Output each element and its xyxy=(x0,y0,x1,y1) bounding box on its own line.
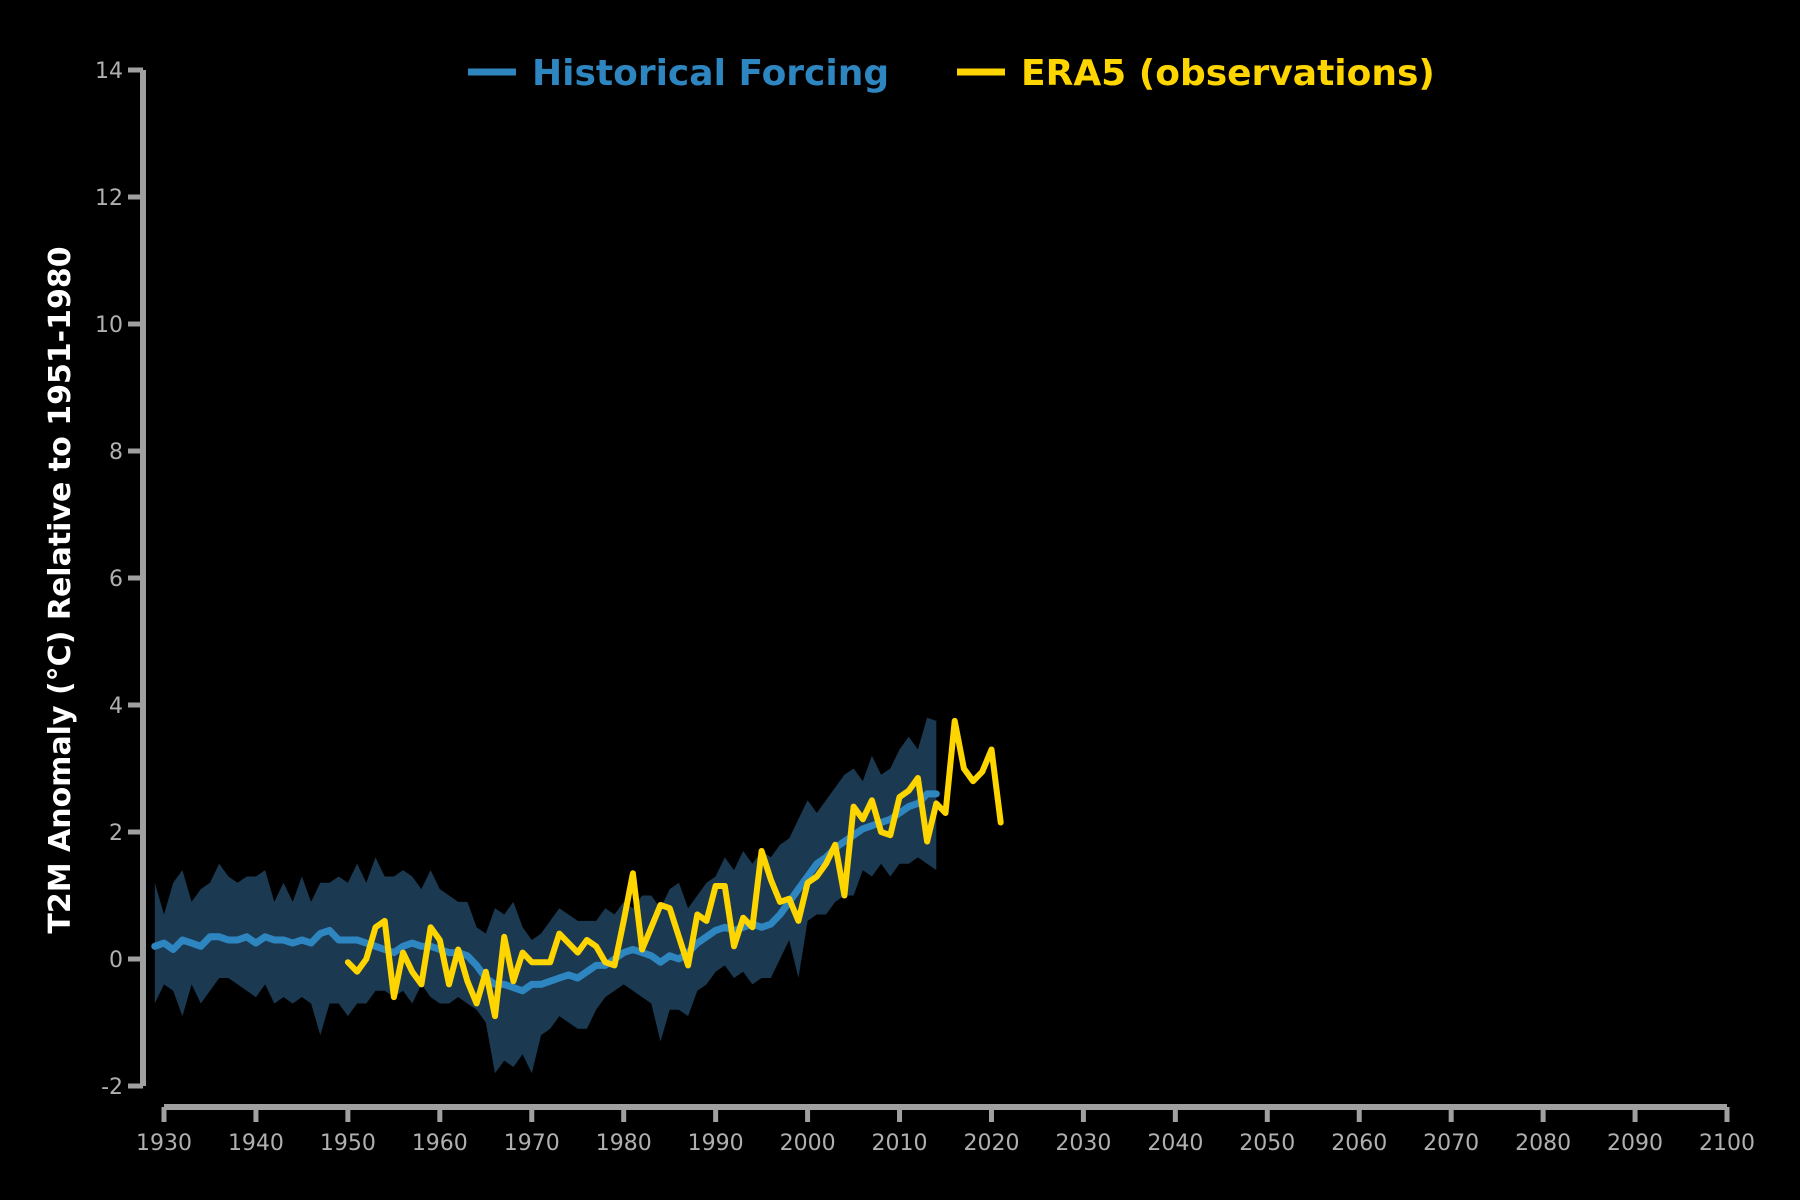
x-tick-label: 2060 xyxy=(1331,1131,1387,1156)
x-tick-label: 2010 xyxy=(872,1131,928,1156)
legend: Historical Forcing ERA5 (observations) xyxy=(468,53,1435,94)
x-tick-label: 1960 xyxy=(412,1131,468,1156)
x-tick-label: 1940 xyxy=(228,1131,284,1156)
x-tick-label: 2040 xyxy=(1147,1131,1203,1156)
y-tick-label: 6 xyxy=(109,567,123,592)
x-tick-label: 2080 xyxy=(1515,1131,1571,1156)
y-axis-label: T2M Anomaly (°C) Relative to 1951-1980 xyxy=(43,246,78,933)
y-tick-label: 4 xyxy=(109,694,123,719)
y-tick-label: 12 xyxy=(95,186,123,211)
y-tick-label: 0 xyxy=(109,948,123,973)
series-line-layer xyxy=(151,717,1004,1020)
series-band-0 xyxy=(154,717,937,1074)
series-line-0 xyxy=(151,790,940,995)
series-line-1 xyxy=(344,717,1004,1020)
x-tick-label: 1990 xyxy=(688,1131,744,1156)
x-tick-label: 1980 xyxy=(596,1131,652,1156)
y-tick-label: -2 xyxy=(101,1075,123,1100)
x-tick-label: 1930 xyxy=(136,1131,192,1156)
y-tick-label: 2 xyxy=(109,821,123,846)
uncertainty-band-layer xyxy=(154,717,937,1074)
tick-labels: -2 0 2 4 6 8 10 12 14 1930 1940 1950 1960 1970 1980 199… xyxy=(95,59,1755,1156)
x-tick-label: 2100 xyxy=(1699,1131,1755,1156)
y-tick-label: 8 xyxy=(109,440,123,465)
x-tick-label: 2070 xyxy=(1423,1131,1479,1156)
legend-entry-1: ERA5 (observations) xyxy=(1021,53,1435,94)
axes xyxy=(128,67,1730,1122)
x-tick-label: 1970 xyxy=(504,1131,560,1156)
y-tick-label: 10 xyxy=(95,313,123,338)
x-tick-label: 2020 xyxy=(963,1131,1019,1156)
x-tick-label: 2030 xyxy=(1055,1131,1111,1156)
x-tick-label: 2090 xyxy=(1607,1131,1663,1156)
x-tick-label: 2000 xyxy=(780,1131,836,1156)
legend-entry-0: Historical Forcing xyxy=(532,53,889,94)
x-tick-label: 1950 xyxy=(320,1131,376,1156)
x-tick-label: 2050 xyxy=(1239,1131,1295,1156)
y-tick-label: 14 xyxy=(95,59,123,84)
